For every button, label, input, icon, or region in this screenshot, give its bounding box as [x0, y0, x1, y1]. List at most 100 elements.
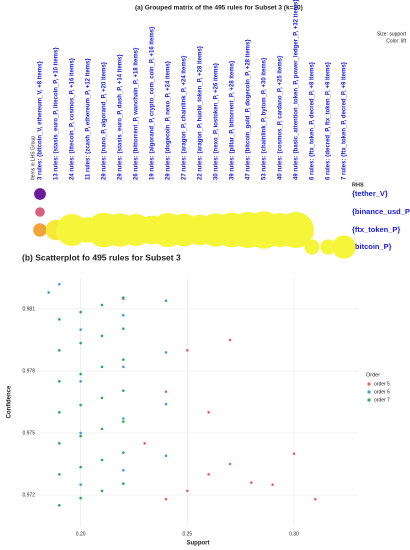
point: [100, 427, 104, 431]
column-label: 29 rules: {nano_P, algorand_P, +20 items…: [102, 61, 108, 180]
point: [58, 411, 61, 414]
column-label: 19 rules: {algorand_P, crypto_com_coin_P…: [150, 26, 156, 180]
point: [122, 358, 125, 361]
point: [164, 390, 168, 393]
point: [79, 403, 82, 407]
point: [228, 338, 232, 342]
lhs-label: Items in LHS Group: [30, 136, 36, 180]
point: [228, 462, 232, 466]
point: [79, 434, 82, 438]
point: [79, 483, 82, 486]
legend-swatch: [367, 390, 371, 394]
point: [314, 497, 317, 501]
point: [58, 473, 61, 476]
point: [47, 291, 50, 294]
legend-text: Color: lift: [386, 38, 406, 44]
point: [100, 303, 104, 307]
point: [58, 442, 61, 445]
point: [79, 328, 82, 331]
column-label: 27 rules: {aragon_P, chainlink_P, +24 it…: [182, 55, 188, 180]
point: [164, 402, 168, 406]
x-tick-label: 0.20: [76, 531, 86, 537]
point: [79, 341, 82, 345]
column-label: 29 rules: {dogecoin_P, nexo_P, +24 items…: [166, 60, 172, 180]
point: [164, 454, 168, 458]
point: [164, 497, 168, 501]
legend-label: order 6: [374, 389, 390, 395]
point: [58, 504, 61, 507]
legend-text: Size: support: [377, 31, 407, 37]
bubble: [320, 239, 336, 255]
chart-title: (a) Grouped matrix of the 495 rules for …: [135, 5, 303, 12]
y-tick-label: 0.978: [22, 368, 35, 374]
point: [79, 372, 82, 376]
point: [164, 351, 168, 354]
x-tick-label: 0.30: [289, 531, 299, 537]
point: [79, 310, 82, 314]
bubble: [332, 235, 356, 259]
legend-label: order 5: [374, 381, 390, 387]
point: [79, 496, 82, 500]
bubble: [34, 188, 46, 200]
column-label: 11 rules: {zcash_P, ethereum_P, +12 item…: [86, 58, 92, 180]
column-label: 6 rules: {ftx_token_P, decred_P, +8 item…: [310, 61, 316, 180]
legend-swatch: [367, 398, 371, 402]
column-label: 29 rules: {stasis_euro_P, dash_P, +14 it…: [118, 54, 124, 180]
point: [186, 489, 189, 493]
point: [100, 458, 104, 462]
column-label: 26 rules: {bittorrent_P, wanchain_P, +18…: [134, 47, 140, 180]
point: [122, 482, 125, 485]
point: [143, 442, 146, 445]
bubble: [33, 223, 47, 237]
bubble: [278, 212, 314, 248]
point: [207, 473, 210, 476]
bubble: [35, 207, 45, 217]
column-label: 7 rules: {ftx_token_P, decred_P, +9 item…: [342, 61, 348, 180]
point: [58, 318, 61, 321]
column-label: 39 rules: {pillar_P, bittorrent_P, +28 i…: [230, 60, 236, 180]
column-label: 6 rules: {decred_P, ftx_token_P, +9 item…: [326, 61, 332, 180]
point: [207, 411, 210, 414]
point: [186, 349, 189, 352]
column-label: 13 rules: {stasis_euro_P, litecoin_P, +1…: [54, 47, 60, 180]
y-axis-label: Confidence: [7, 385, 13, 418]
point: [79, 380, 82, 383]
point: [250, 481, 253, 484]
point: [122, 313, 125, 317]
point: [58, 282, 61, 286]
point: [100, 365, 104, 369]
point: [122, 296, 125, 299]
point: [122, 451, 125, 454]
x-tick-label: 0.25: [182, 531, 192, 537]
y-tick-label: 0.972: [22, 492, 35, 498]
column-label: 30 rules: {nexo_P, iostoken_P, +26 items…: [214, 62, 220, 180]
point: [122, 389, 125, 392]
legend-label: order 7: [374, 397, 390, 403]
point: [271, 483, 274, 486]
point: [122, 417, 125, 420]
point: [292, 452, 296, 455]
point: [79, 465, 82, 469]
column-label: 53 rules: {chainlink_P, bytom_P, +30 ite…: [262, 57, 268, 180]
row-label: {ftx_token_P}: [352, 225, 400, 234]
bubble: [304, 239, 320, 255]
point: [100, 396, 104, 400]
column-label: 3 rules: {bitcoin_V, ethereum_V, +8 item…: [38, 61, 44, 180]
x-axis-label: Support: [187, 541, 210, 547]
y-tick-label: 0.975: [22, 430, 35, 436]
point: [164, 299, 168, 303]
column-label: 47 rules: {bitcoin_gold_P, dogecoin_P, +…: [246, 39, 252, 180]
legend-swatch: [367, 382, 371, 386]
point: [58, 380, 61, 383]
column-label: 24 rules: {litecoin_P, cosmos_P, +16 ite…: [70, 57, 76, 180]
row-label: {tether_V}: [352, 189, 388, 198]
column-label: 22 rules: {aragon_P, huobi_token_P, +28 …: [198, 45, 204, 180]
point: [122, 420, 125, 423]
point: [122, 365, 125, 369]
rhs-label: RHS: [352, 182, 364, 188]
y-tick-label: 0.981: [22, 306, 35, 312]
point: [100, 489, 104, 493]
column-label: 49 rules: {basic_attention_token_P, powe…: [294, 0, 300, 180]
legend-title: Order: [366, 372, 380, 378]
